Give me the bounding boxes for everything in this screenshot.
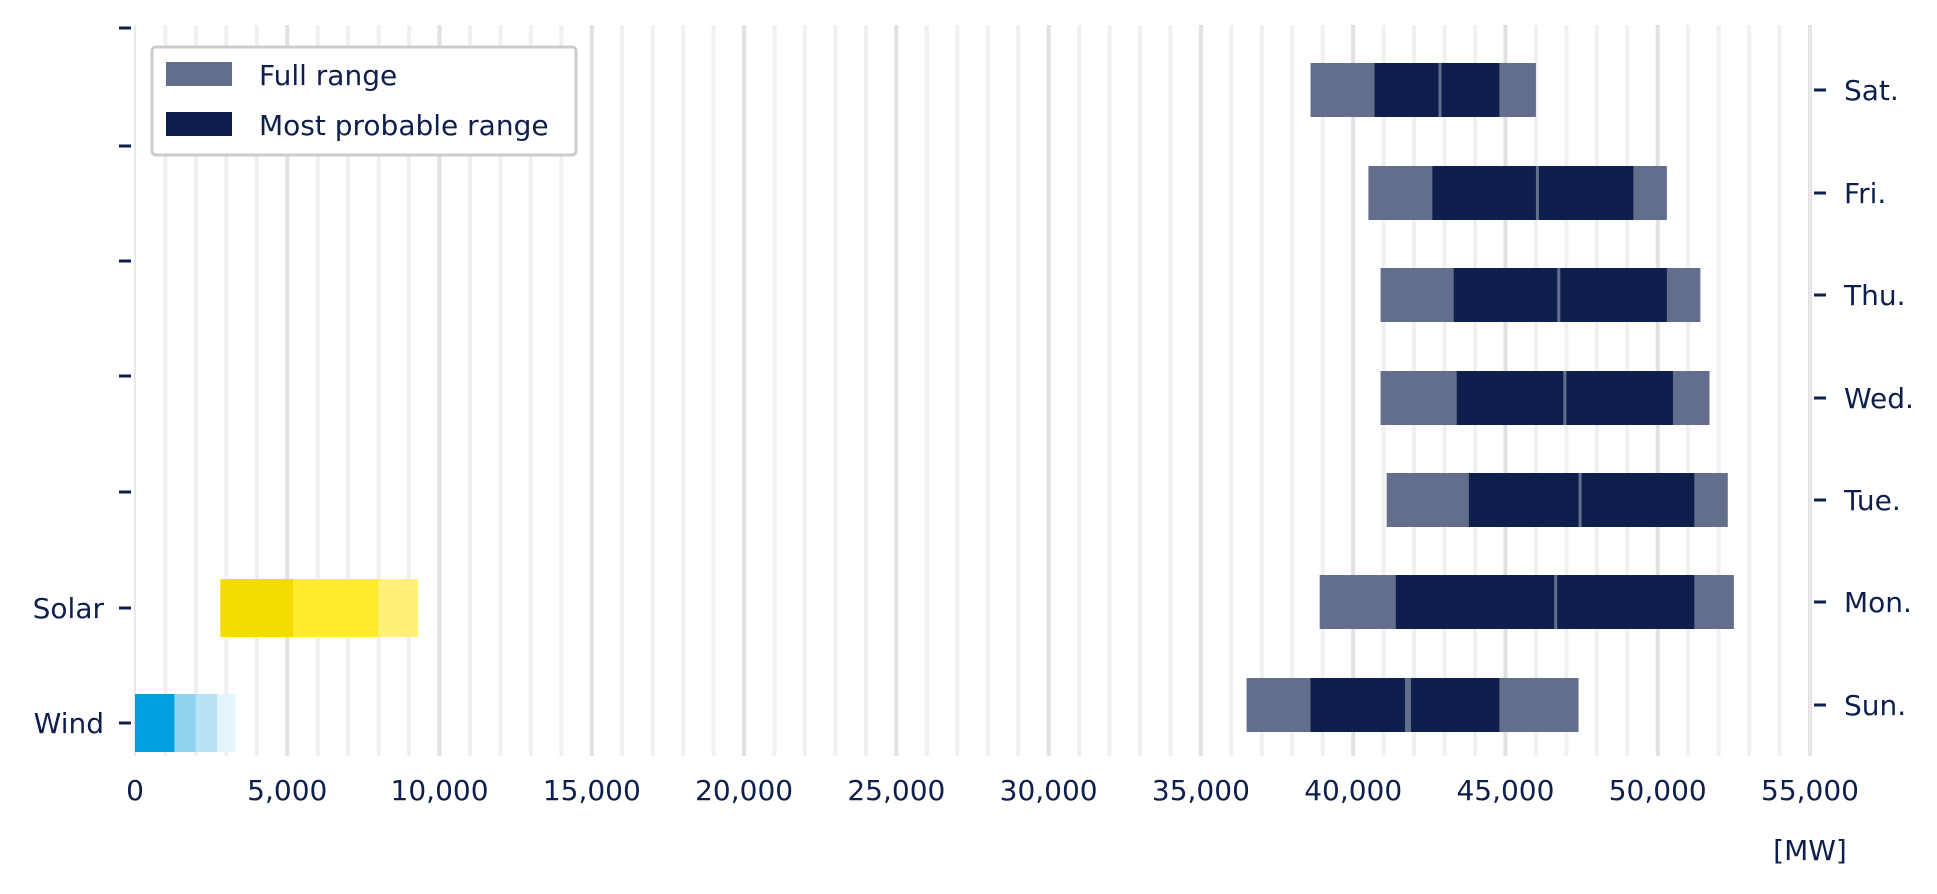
- most-probable-range-bar: [1468, 473, 1579, 527]
- legend-swatch-most-probable-range: [166, 112, 232, 136]
- most-probable-range-bar: [1560, 268, 1667, 322]
- x-tick-label: 10,000: [391, 774, 489, 807]
- x-tick-label: 40,000: [1304, 774, 1402, 807]
- legend-swatch-full-range: [166, 62, 232, 86]
- x-axis-unit-label: [MW]: [1773, 834, 1847, 867]
- x-tick-label: 45,000: [1456, 774, 1554, 807]
- left-category-label: Wind: [34, 707, 104, 740]
- x-tick-label: 5,000: [247, 774, 327, 807]
- right-category-label: Mon.: [1844, 586, 1912, 619]
- most-probable-range-bar: [1538, 166, 1634, 220]
- x-tick-label: 50,000: [1609, 774, 1707, 807]
- most-probable-range-bar: [1395, 575, 1555, 629]
- right-category-label: Wed.: [1844, 382, 1914, 415]
- left-category-label: Solar: [33, 592, 105, 625]
- x-tick-label: 25,000: [847, 774, 945, 807]
- renewable-bar-segment: [378, 579, 419, 637]
- most-probable-range-bar: [1581, 473, 1695, 527]
- right-category-label: Fri.: [1844, 177, 1886, 210]
- legend-label-most-probable-range: Most probable range: [259, 109, 549, 142]
- most-probable-range-bar: [1456, 371, 1564, 425]
- x-tick-label: 0: [126, 774, 144, 807]
- axis-labels: 0 5,000 10,000 15,000 20,000 25,000 30,000 35,0…: [33, 74, 1914, 807]
- x-tick-label: 55,000: [1761, 774, 1859, 807]
- right-category-label: Sat.: [1844, 74, 1899, 107]
- x-tick-label: 35,000: [1152, 774, 1250, 807]
- most-probable-range-bar: [1310, 678, 1405, 732]
- most-probable-range-bar: [1411, 678, 1500, 732]
- most-probable-range-bar: [1453, 268, 1558, 322]
- x-tick-label: 15,000: [543, 774, 641, 807]
- legend: Full range Most probable range: [150, 45, 578, 157]
- renewable-bar-segment: [293, 579, 379, 637]
- most-probable-range-bar: [1566, 371, 1673, 425]
- most-probable-range-bar: [1374, 63, 1439, 117]
- renewable-bar-segment: [195, 694, 218, 752]
- right-category-label: Thu.: [1843, 279, 1906, 312]
- x-tick-label: 30,000: [1000, 774, 1098, 807]
- right-category-label: Tue.: [1843, 484, 1901, 517]
- right-category-label: Sun.: [1844, 689, 1906, 722]
- bars: [135, 63, 1734, 752]
- renewable-bar-segment: [135, 694, 175, 752]
- renewable-bar-segment: [220, 579, 294, 637]
- most-probable-range-bar: [1441, 63, 1500, 117]
- most-probable-range-bar: [1432, 166, 1536, 220]
- legend-frame: [150, 45, 578, 157]
- axes: [119, 25, 1826, 756]
- x-tick-label: 20,000: [695, 774, 793, 807]
- most-probable-range-bar: [1557, 575, 1695, 629]
- renewable-bar-segment: [217, 694, 236, 752]
- renewable-bar-segment: [174, 694, 196, 752]
- legend-label-full-range: Full range: [259, 59, 397, 92]
